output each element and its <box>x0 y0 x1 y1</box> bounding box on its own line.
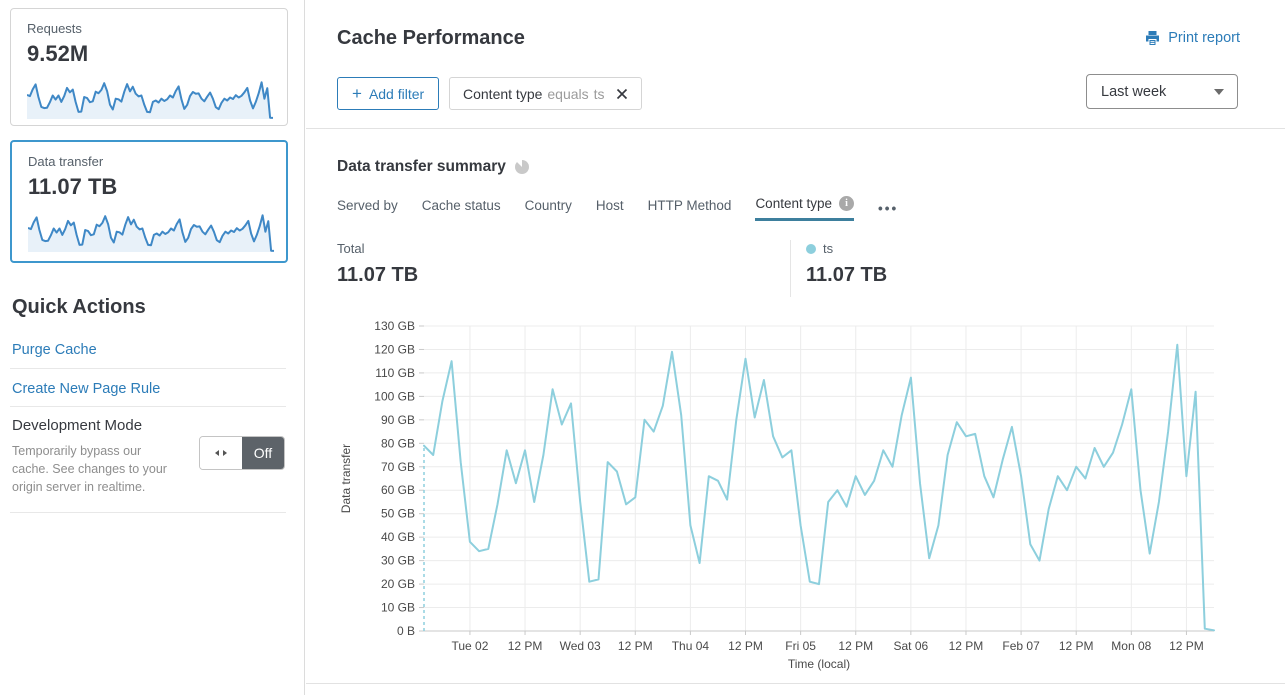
tab-cache-status[interactable]: Cache status <box>421 197 501 213</box>
tab-served-by[interactable]: Served by <box>337 197 398 213</box>
svg-text:120 GB: 120 GB <box>374 342 415 356</box>
printer-icon <box>1146 31 1160 45</box>
svg-text:10 GB: 10 GB <box>381 601 415 615</box>
main-panel: Cache Performance Print report + Add fil… <box>306 0 1285 695</box>
requests-card-label: Requests <box>27 21 82 36</box>
divider <box>790 240 791 297</box>
svg-text:12 PM: 12 PM <box>838 639 873 653</box>
svg-text:Tue 02: Tue 02 <box>451 639 488 653</box>
svg-text:90 GB: 90 GB <box>381 413 415 427</box>
svg-text:Mon 08: Mon 08 <box>1111 639 1151 653</box>
legend-value-ts: 11.07 TB <box>806 264 888 286</box>
data-transfer-card[interactable]: Data transfer 11.07 TB <box>10 140 288 263</box>
filter-chip-close-icon[interactable] <box>616 88 628 100</box>
toggle-arrows-icon <box>215 450 227 456</box>
svg-text:40 GB: 40 GB <box>381 530 415 544</box>
svg-text:12 PM: 12 PM <box>949 639 984 653</box>
svg-text:Data transfer: Data transfer <box>339 444 353 513</box>
svg-text:12 PM: 12 PM <box>728 639 763 653</box>
total-value: 11.07 TB <box>337 264 419 286</box>
svg-text:12 PM: 12 PM <box>1059 639 1094 653</box>
divider <box>10 406 286 407</box>
filter-chip-value: ts <box>593 85 605 102</box>
print-report-link[interactable]: Print report <box>1144 30 1240 46</box>
dev-mode-toggle-state: Off <box>242 437 284 469</box>
svg-text:12 PM: 12 PM <box>618 639 653 653</box>
svg-text:50 GB: 50 GB <box>381 507 415 521</box>
more-tabs-button[interactable]: ••• <box>878 201 899 216</box>
filter-chip: Content type equals ts <box>449 77 642 110</box>
summary-tabs: Served by Cache status Country Host HTTP… <box>337 196 898 221</box>
legend-label-ts: ts <box>823 241 834 256</box>
data-transfer-sparkline <box>28 214 274 252</box>
summary-title: Data transfer summary <box>337 158 506 175</box>
svg-text:20 GB: 20 GB <box>381 577 415 591</box>
sidebar: Requests 9.52M Data transfer 11.07 TB Qu… <box>0 0 305 695</box>
filter-chip-field: Content type <box>463 85 543 102</box>
legend-dot-ts <box>806 243 816 254</box>
svg-text:0 B: 0 B <box>397 624 415 638</box>
add-filter-label: Add filter <box>368 85 425 102</box>
divider <box>306 128 1285 129</box>
svg-text:100 GB: 100 GB <box>374 389 415 403</box>
quick-actions-title: Quick Actions <box>12 296 146 318</box>
data-transfer-card-value: 11.07 TB <box>28 174 118 199</box>
svg-text:70 GB: 70 GB <box>381 460 415 474</box>
total-block: Total 11.07 TB <box>337 241 418 287</box>
print-report-label: Print report <box>1168 30 1240 46</box>
requests-sparkline <box>27 81 273 119</box>
page-title: Cache Performance <box>337 27 525 49</box>
svg-text:Thu 04: Thu 04 <box>672 639 710 653</box>
tab-content-type[interactable]: Content type i <box>755 196 854 221</box>
filter-chip-operator: equals <box>547 85 589 102</box>
purge-cache-link[interactable]: Purge Cache <box>12 342 97 358</box>
tab-http-method[interactable]: HTTP Method <box>647 197 732 213</box>
svg-text:80 GB: 80 GB <box>381 436 415 450</box>
divider <box>10 512 286 513</box>
add-filter-button[interactable]: + Add filter <box>337 77 440 110</box>
create-page-rule-link[interactable]: Create New Page Rule <box>12 381 161 397</box>
dev-mode-description: Temporarily bypass our cache. See change… <box>12 444 167 495</box>
legend-item-ts[interactable]: ts 11.07 TB <box>806 241 887 287</box>
date-range-value: Last week <box>1101 83 1167 100</box>
svg-text:110 GB: 110 GB <box>375 366 415 380</box>
svg-text:Time (local): Time (local) <box>788 657 850 671</box>
divider <box>10 368 286 369</box>
dev-mode-toggle[interactable]: Off <box>199 436 285 470</box>
svg-text:30 GB: 30 GB <box>381 554 415 568</box>
tab-country[interactable]: Country <box>524 197 572 213</box>
data-freshness-pie-icon <box>514 159 529 174</box>
info-icon[interactable]: i <box>839 196 854 211</box>
data-transfer-card-label: Data transfer <box>28 154 104 169</box>
svg-text:130 GB: 130 GB <box>374 319 415 333</box>
divider <box>306 683 1285 684</box>
svg-text:Wed 03: Wed 03 <box>560 639 601 653</box>
svg-text:Sat 06: Sat 06 <box>894 639 929 653</box>
svg-text:12 PM: 12 PM <box>508 639 543 653</box>
chevron-down-icon <box>1214 88 1224 95</box>
requests-card[interactable]: Requests 9.52M <box>10 8 288 126</box>
requests-card-value: 9.52M <box>27 41 89 66</box>
dev-mode-title: Development Mode <box>12 417 143 434</box>
date-range-select[interactable]: Last week <box>1086 74 1238 109</box>
tab-host[interactable]: Host <box>595 197 624 213</box>
plus-icon: + <box>352 84 362 103</box>
svg-text:Fri 05: Fri 05 <box>785 639 816 653</box>
svg-text:Feb 07: Feb 07 <box>1002 639 1040 653</box>
data-transfer-chart: Tue 02 12 PM Wed 03 12 PM Thu 04 12 PM Fri 05 1… <box>339 319 1215 671</box>
svg-text:12 PM: 12 PM <box>1169 639 1204 653</box>
svg-text:60 GB: 60 GB <box>381 483 415 497</box>
total-label: Total <box>337 241 365 256</box>
